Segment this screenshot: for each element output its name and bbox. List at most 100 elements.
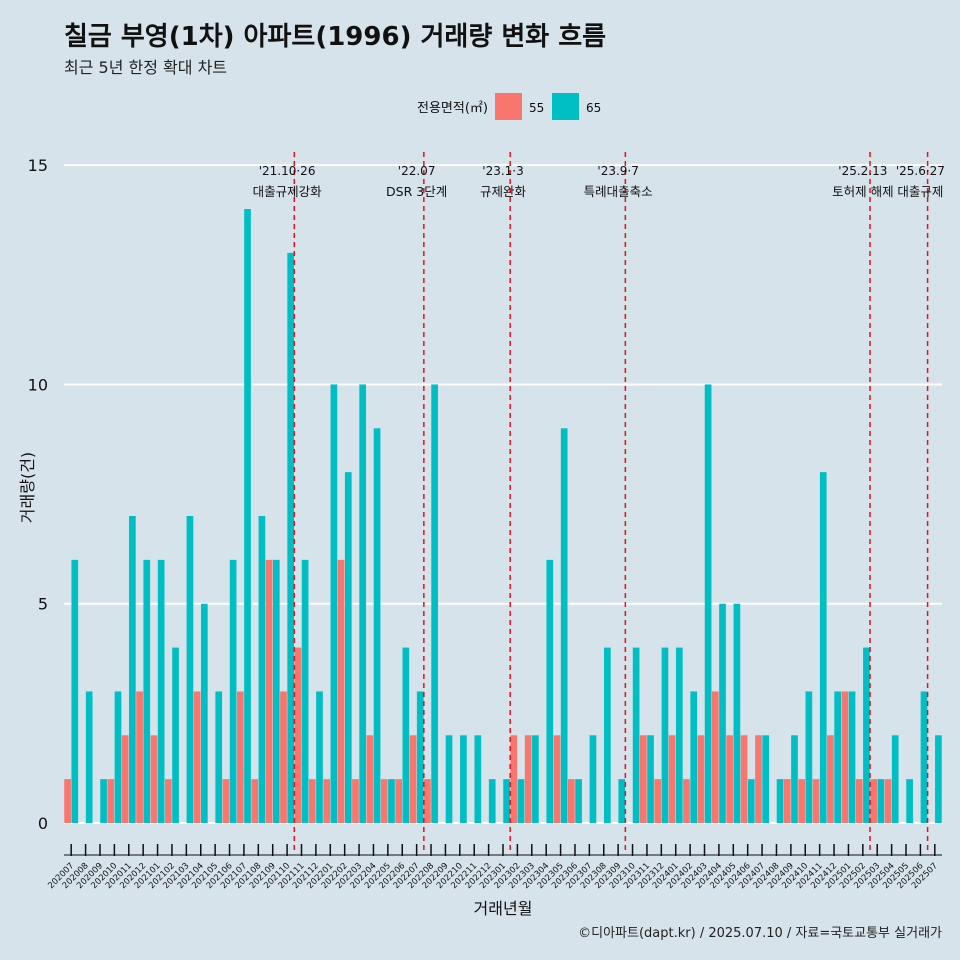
bar-65-202008 — [85, 691, 93, 823]
bar-65-202208 — [431, 384, 438, 823]
event-text-label: 특례대출축소 — [584, 184, 653, 199]
bar-55-202011 — [121, 735, 129, 823]
bar-55-202306 — [568, 779, 575, 823]
y-tick-label: 0 — [38, 814, 48, 833]
bar-55-202110 — [280, 691, 287, 823]
bar-55-202503 — [870, 779, 877, 823]
bar-65-202102 — [172, 647, 179, 823]
bar-55-202403 — [697, 735, 705, 823]
bar-65-202011 — [129, 516, 136, 823]
bar-55-202302 — [510, 735, 518, 823]
bar-65-202007 — [71, 559, 79, 823]
bar-55-202504 — [884, 779, 892, 823]
bar-55-202112 — [308, 779, 316, 823]
bar-65-202401 — [675, 647, 683, 823]
bar-65-202410 — [805, 691, 813, 823]
bar-55-202407 — [755, 735, 762, 823]
event-text-label: 대출규제 — [897, 184, 943, 199]
bar-65-202210 — [460, 735, 467, 823]
bar-65-202409 — [791, 735, 798, 823]
bar-65-202309 — [618, 779, 626, 823]
source-caption: ©디아파트(dapt.kr) / 2025.07.10 / 자료=국토교통부 실… — [578, 926, 942, 941]
bar-55-202203 — [352, 779, 359, 823]
bar-65-202404 — [719, 603, 726, 823]
bar-55-202404 — [711, 691, 719, 823]
bar-55-202202 — [337, 559, 345, 823]
bar-55-202106 — [222, 779, 230, 823]
bar-65-202211 — [474, 735, 482, 823]
bar-55-202108 — [251, 779, 259, 823]
bar-65-202103 — [186, 516, 194, 823]
y-tick-label: 5 — [38, 595, 48, 614]
bar-55-202208 — [424, 779, 431, 823]
bar-55-202206 — [395, 779, 402, 823]
event-text-label: 토허제 해제 — [832, 184, 893, 199]
bar-65-202308 — [604, 647, 611, 823]
bar-55-202312 — [654, 779, 662, 823]
bar-65-202502 — [863, 647, 870, 823]
bar-55-202010 — [107, 779, 115, 823]
bar-65-202504 — [891, 735, 899, 823]
bar-65-202105 — [215, 691, 223, 823]
legend-swatch-55 — [495, 93, 522, 120]
bar-65-202207 — [416, 691, 424, 823]
bar-55-202104 — [193, 691, 201, 823]
bar-65-202303 — [532, 735, 539, 823]
bar-55-202502 — [855, 779, 863, 823]
bar-65-202202 — [344, 472, 352, 823]
y-tick-label: 10 — [28, 375, 48, 394]
event-date-label: '25.2.13 — [838, 164, 887, 178]
bar-65-202407 — [762, 735, 770, 823]
event-date-label: '25.6·27 — [896, 164, 945, 178]
bar-55-202406 — [740, 735, 748, 823]
bar-65-202311 — [647, 735, 654, 823]
chart-title: 칠금 부영(1차) 아파트(1996) 거래량 변화 흐름 — [64, 22, 607, 52]
legend-swatch-65 — [552, 93, 579, 120]
bar-65-202412 — [834, 691, 841, 823]
bar-55-202412 — [827, 735, 834, 823]
bar-65-202408 — [776, 779, 784, 823]
bar-55-202111 — [294, 647, 302, 823]
bar-65-202009 — [100, 779, 107, 823]
bar-65-202107 — [244, 209, 251, 824]
bar-65-202109 — [272, 559, 280, 823]
bar-65-202101 — [157, 559, 165, 823]
bar-55-202201 — [323, 779, 331, 823]
bar-55-202305 — [553, 735, 561, 823]
bar-65-202403 — [704, 384, 712, 823]
bar-55-202101 — [150, 735, 158, 823]
bar-65-202501 — [848, 691, 856, 823]
event-date-label: '22.07 — [398, 164, 436, 178]
bar-65-202411 — [819, 472, 827, 823]
bar-55-202102 — [165, 779, 172, 823]
bar-65-202209 — [445, 735, 453, 823]
bar-55-202303 — [524, 735, 532, 823]
bar-55-202012 — [136, 691, 143, 823]
chart-subtitle: 최근 5년 한정 확대 차트 — [64, 58, 228, 77]
bar-55-202205 — [380, 779, 388, 823]
bar-55-202410 — [798, 779, 806, 823]
event-date-label: '23.1·3 — [482, 164, 523, 178]
bar-65-202506 — [920, 691, 928, 823]
bar-65-202104 — [200, 603, 208, 823]
bar-65-202305 — [560, 428, 568, 823]
bar-65-202112 — [316, 691, 323, 823]
legend-label-55: 55 — [529, 101, 544, 115]
bar-55-202007 — [64, 779, 71, 823]
bar-65-202405 — [733, 603, 741, 823]
bar-55-202401 — [668, 735, 676, 823]
bar-55-202409 — [783, 779, 791, 823]
event-text-label: 대출규제강화 — [253, 184, 323, 199]
bar-65-202205 — [388, 779, 395, 823]
bar-55-202207 — [409, 735, 417, 823]
bar-55-202107 — [236, 691, 244, 823]
bar-55-202501 — [841, 691, 849, 823]
bar-65-202212 — [488, 779, 496, 823]
bar-55-202204 — [366, 735, 374, 823]
bar-65-202505 — [906, 779, 913, 823]
y-axis-title: 거래량(건) — [18, 452, 37, 523]
legend-label-65: 65 — [586, 101, 601, 115]
bar-65-202306 — [575, 779, 582, 823]
bar-65-202503 — [877, 779, 885, 823]
bar-55-202411 — [812, 779, 820, 823]
